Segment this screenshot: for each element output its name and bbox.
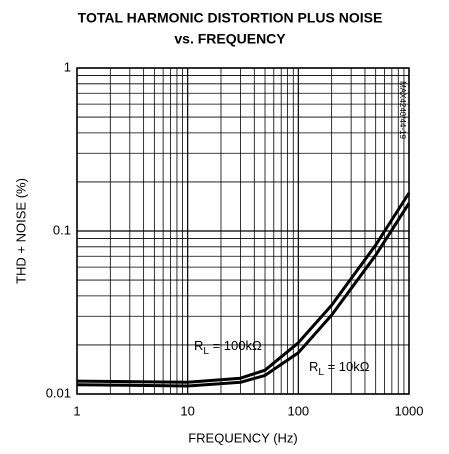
plot-frame: [76, 67, 410, 395]
legend-label: RL = 100kΩ: [194, 338, 262, 356]
x-axis-label: FREQUENCY (Hz): [188, 430, 298, 445]
y-axis-label: THD + NOISE (%): [13, 178, 28, 284]
y-tick-label: 0.1: [53, 222, 71, 237]
legend-text: = 100kΩ: [209, 338, 262, 353]
legend-text: R: [309, 359, 318, 374]
x-tick-label: 1000: [395, 403, 424, 418]
legend-text: L: [318, 367, 324, 378]
y-tick-label: 0.01: [46, 385, 71, 400]
y-tick-label: 1: [64, 59, 71, 74]
x-tick-label: 10: [180, 403, 194, 418]
chart-title: TOTAL HARMONIC DISTORTION PLUS NOISE: [78, 10, 383, 26]
data-line: [76, 192, 411, 384]
legend-label: RL = 10kΩ: [309, 359, 370, 377]
x-tick-label: 100: [287, 403, 309, 418]
x-tick-label: 1: [73, 403, 80, 418]
legend-text: L: [203, 346, 209, 357]
side-note: MAX4240/44-19: [398, 81, 407, 139]
legend-text: R: [194, 338, 203, 353]
data-line: [76, 202, 411, 388]
legend-text: = 10kΩ: [324, 359, 370, 374]
chart-title: vs. FREQUENCY: [174, 31, 286, 47]
